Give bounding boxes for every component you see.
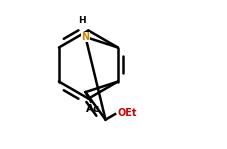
Text: N: N [81, 32, 90, 42]
Text: Ac: Ac [86, 104, 100, 114]
Text: H: H [78, 16, 86, 25]
Text: OEt: OEt [118, 108, 137, 118]
